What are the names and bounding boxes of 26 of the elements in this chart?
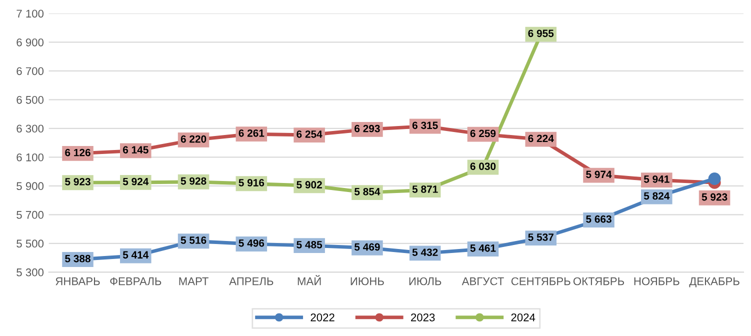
y-tick-label: 5 700	[16, 210, 44, 219]
x-tick-label: НОЯБРЬ	[634, 277, 680, 286]
y-tick-label: 6 100	[16, 153, 44, 162]
y-tick-label: 6 500	[16, 96, 44, 104]
x-tick-label: СЕНТЯБРЬ	[511, 277, 570, 286]
x-tick-label: АВГУСТ	[462, 277, 504, 286]
x-tick-label: ОКТЯБРЬ	[573, 277, 624, 286]
x-tick-label: ИЮЛЬ	[409, 277, 442, 286]
y-tick-label: 6 700	[16, 67, 44, 76]
x-tick-label: МАЙ	[298, 275, 321, 286]
legend-label: 2024	[511, 314, 536, 322]
y-tick-label: 7 100	[16, 10, 44, 18]
legend-label: 2022	[310, 314, 334, 322]
x-tick-label: АПРЕЛЬ	[229, 277, 274, 286]
data-label: 5 923	[702, 193, 728, 201]
x-tick-label: ДЕКАБРЬ	[689, 277, 740, 288]
y-tick-label: 5 900	[16, 182, 44, 190]
x-tick-label: ЯНВАРЬ	[56, 277, 100, 286]
y-tick-label: 6 900	[16, 38, 44, 46]
legend-label: 2023	[411, 314, 435, 322]
y-tick-label: 5 500	[16, 240, 44, 248]
x-tick-label: ИЮНЬ	[350, 277, 384, 286]
y-tick-label: 5 300	[16, 268, 44, 276]
y-tick-label: 6 300	[16, 124, 44, 133]
x-tick-label: ФЕВРАЛЬ	[110, 277, 162, 286]
x-tick-label: МАРТ	[179, 277, 208, 286]
